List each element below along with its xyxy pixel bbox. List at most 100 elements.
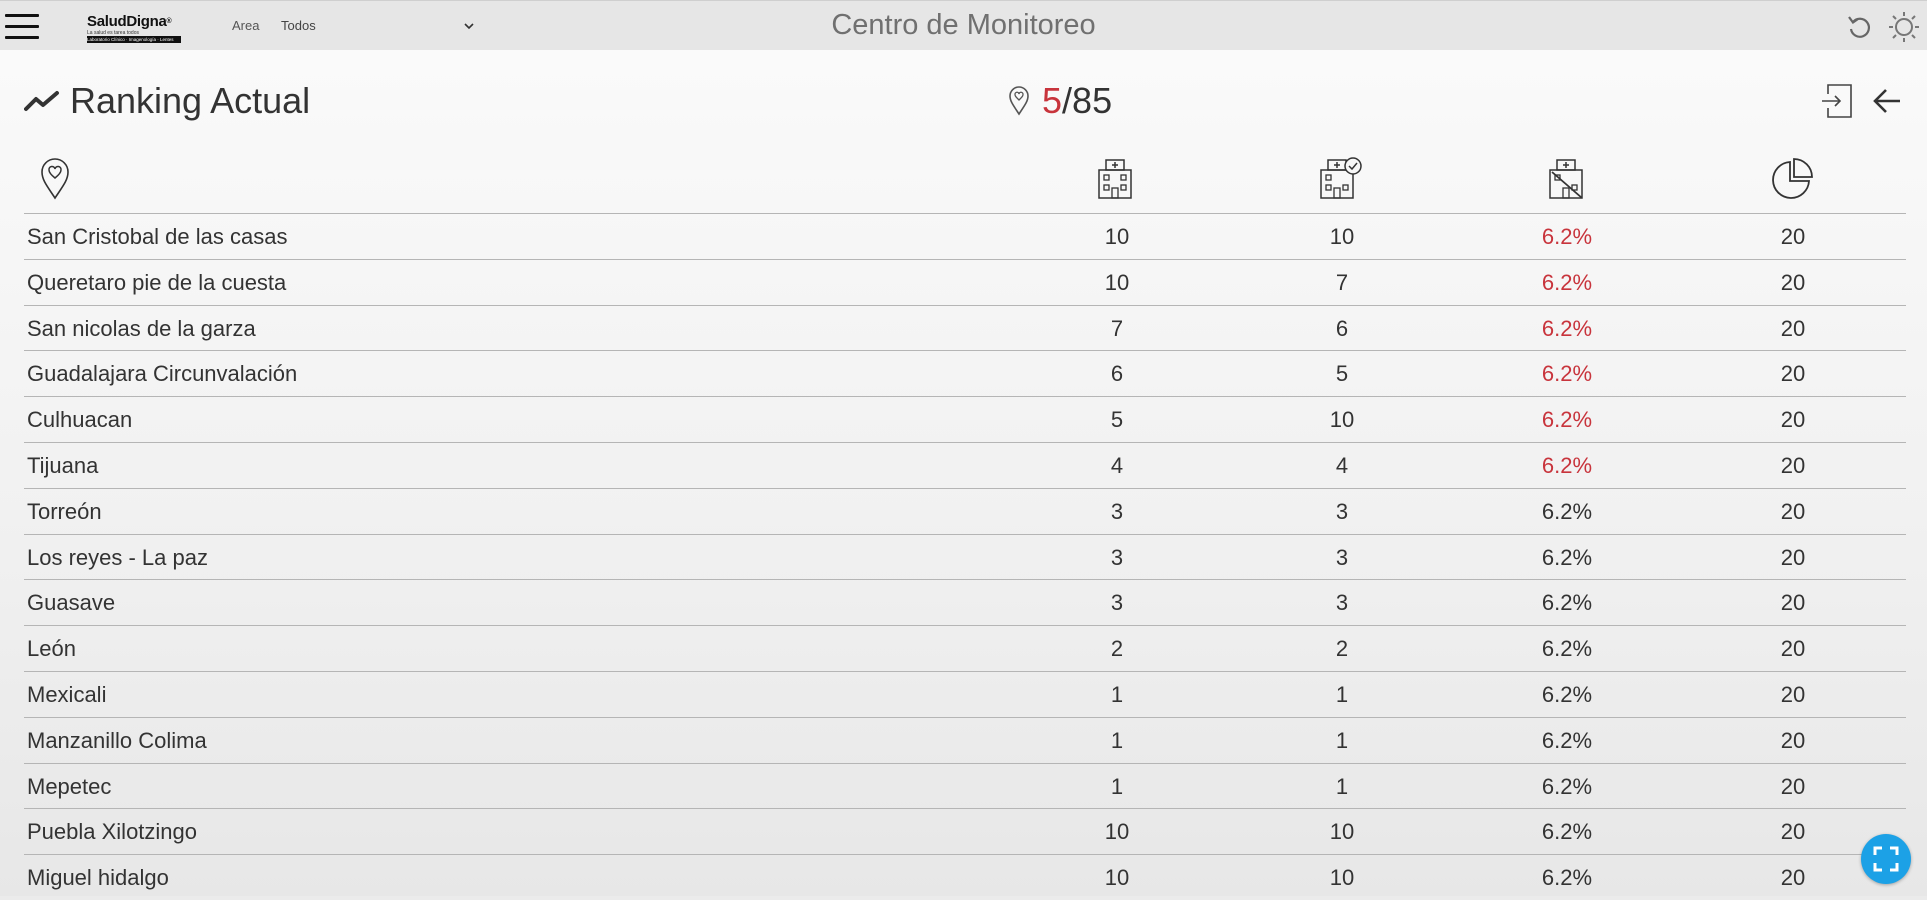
table-row[interactable]: Guadalajara Circunvalación 6 5 6.2% 20 (24, 350, 1906, 396)
row-value-cell: 1 (1335, 681, 1349, 707)
top-bar: SaludDigna® La salud es tarea todos Labo… (0, 0, 1927, 50)
row-value-cell: 1 (1110, 727, 1124, 753)
hamburger-menu-icon[interactable] (5, 14, 39, 40)
chevron-down-icon (464, 23, 474, 30)
table-row[interactable]: Tijuana 4 4 6.2% 20 (24, 441, 1906, 488)
row-value-cell: 1 (1335, 727, 1349, 753)
row-value-cell: 7 (1335, 269, 1349, 295)
table-row[interactable]: Guasave 3 3 6.2% 20 (24, 579, 1906, 625)
main-content (0, 50, 1927, 896)
row-name-cell: Mepetec (27, 773, 112, 799)
hospital-closed-icon (1549, 159, 1583, 199)
hospital-check-icon (1320, 157, 1362, 199)
table-row[interactable]: Los reyes - La paz 3 3 6.2% 20 (24, 533, 1906, 580)
table-row[interactable]: León 2 2 6.2% 20 (24, 625, 1906, 671)
row-percent-cell: 6.2% (1541, 819, 1593, 845)
ranking-separator: / (1062, 80, 1073, 121)
row-value-cell: 3 (1335, 544, 1349, 570)
row-percent-cell: 6.2% (1541, 452, 1593, 478)
sun-icon[interactable] (1888, 11, 1920, 43)
row-name-cell: Tijuana (27, 452, 99, 478)
row-percent-cell: 6.2% (1541, 224, 1593, 249)
row-percent-cell: 6.2% (1541, 315, 1593, 341)
row-value-cell: 10 (1104, 224, 1130, 249)
ranking-current: 5 (1042, 80, 1063, 121)
table-row[interactable]: Mepetec 1 1 6.2% 20 (24, 762, 1906, 809)
refresh-icon[interactable] (1845, 13, 1873, 41)
row-value-cell: 1 (1110, 681, 1124, 707)
table-row[interactable]: Torreón 3 3 6.2% 20 (24, 487, 1906, 534)
row-value-cell: 20 (1780, 544, 1806, 570)
area-filter-select[interactable]: Todos (281, 13, 476, 39)
row-name-cell: Puebla Xilotzingo (27, 819, 198, 845)
row-value-cell: 20 (1780, 636, 1806, 662)
row-value-cell: 7 (1110, 315, 1124, 341)
row-value-cell: 10 (1329, 865, 1355, 891)
table-row[interactable]: Queretaro pie de la cuesta 10 7 6.2% 20 (24, 258, 1906, 305)
arrow-left-icon[interactable] (1872, 88, 1902, 114)
location-pin-icon (1009, 86, 1029, 116)
row-percent-cell: 6.2% (1541, 865, 1593, 891)
row-name-cell: Guasave (27, 590, 116, 616)
fullscreen-button[interactable] (1861, 834, 1911, 884)
hospital-icon (1098, 159, 1132, 199)
row-value-cell: 4 (1335, 452, 1349, 478)
row-value-cell: 10 (1329, 407, 1355, 433)
row-name-cell: Miguel hidalgo (27, 865, 169, 891)
row-value-cell: 20 (1780, 727, 1806, 753)
exit-icon[interactable] (1820, 83, 1854, 119)
row-value-cell: 20 (1780, 361, 1806, 387)
row-value-cell: 20 (1780, 819, 1806, 845)
table-row[interactable]: Miguel hidalgo 10 10 6.2% 20 (24, 854, 1906, 900)
table-row[interactable]: Puebla Xilotzingo 10 10 6.2% 20 (24, 808, 1906, 854)
row-name-cell: San nicolas de la garza (27, 315, 256, 341)
row-value-cell: 10 (1104, 865, 1130, 891)
row-value-cell: 3 (1110, 498, 1124, 524)
row-percent-cell: 6.2% (1541, 636, 1593, 662)
table-row[interactable]: Mexicali 1 1 6.2% 20 (24, 670, 1906, 717)
page-title: Ranking Actual (70, 80, 311, 121)
area-filter-label: Area (232, 18, 260, 33)
row-value-cell: 3 (1335, 590, 1349, 616)
row-name-cell: León (27, 636, 76, 662)
table-row[interactable]: Manzanillo Colima 1 1 6.2% 20 (24, 716, 1906, 763)
row-name-cell: Guadalajara Circunvalación (27, 361, 298, 387)
row-percent-cell: 6.2% (1541, 361, 1593, 387)
row-value-cell: 10 (1329, 224, 1355, 249)
ranking-total: 85 (1072, 80, 1113, 121)
row-value-cell: 4 (1110, 452, 1124, 478)
row-value-cell: 2 (1335, 636, 1349, 662)
ranking-counter: 5/85 (1008, 80, 1112, 122)
row-value-cell: 2 (1110, 636, 1124, 662)
area-filter-value: Todos (281, 18, 316, 33)
row-value-cell: 1 (1110, 773, 1124, 799)
row-value-cell: 5 (1335, 361, 1349, 387)
row-name-cell: Los reyes - La paz (27, 544, 208, 570)
row-value-cell: 1 (1335, 773, 1349, 799)
row-name-cell: San Cristobal de las casas (27, 224, 288, 249)
row-value-cell: 10 (1329, 819, 1355, 845)
row-value-cell: 20 (1780, 498, 1806, 524)
row-value-cell: 6 (1335, 315, 1349, 341)
table-row[interactable]: Culhuacan 5 10 6.2% 20 (24, 396, 1906, 442)
row-value-cell: 10 (1104, 819, 1130, 845)
row-name-cell: Torreón (27, 498, 102, 524)
table-row[interactable]: San nicolas de la garza 7 6 6.2% 20 (24, 304, 1906, 351)
location-heart-icon (41, 158, 69, 200)
row-value-cell: 20 (1780, 224, 1806, 249)
pie-chart-icon (1772, 158, 1813, 199)
row-percent-cell: 6.2% (1541, 269, 1593, 295)
row-value-cell: 6 (1110, 361, 1124, 387)
row-value-cell: 10 (1104, 269, 1130, 295)
row-percent-cell: 6.2% (1541, 544, 1593, 570)
fullscreen-icon (1873, 846, 1899, 872)
row-percent-cell: 6.2% (1541, 727, 1593, 753)
row-value-cell: 20 (1780, 452, 1806, 478)
row-value-cell: 20 (1780, 865, 1806, 891)
ranking-table: San Cristobal de las casas 10 10 6.2% 20 Quer… (24, 213, 1906, 900)
row-name-cell: Queretaro pie de la cuesta (27, 269, 287, 295)
table-row[interactable]: San Cristobal de las casas 10 10 6.2% 20 (24, 213, 1906, 259)
row-value-cell: 20 (1780, 590, 1806, 616)
trend-line-icon (24, 91, 59, 111)
row-name-cell: Culhuacan (27, 407, 133, 433)
